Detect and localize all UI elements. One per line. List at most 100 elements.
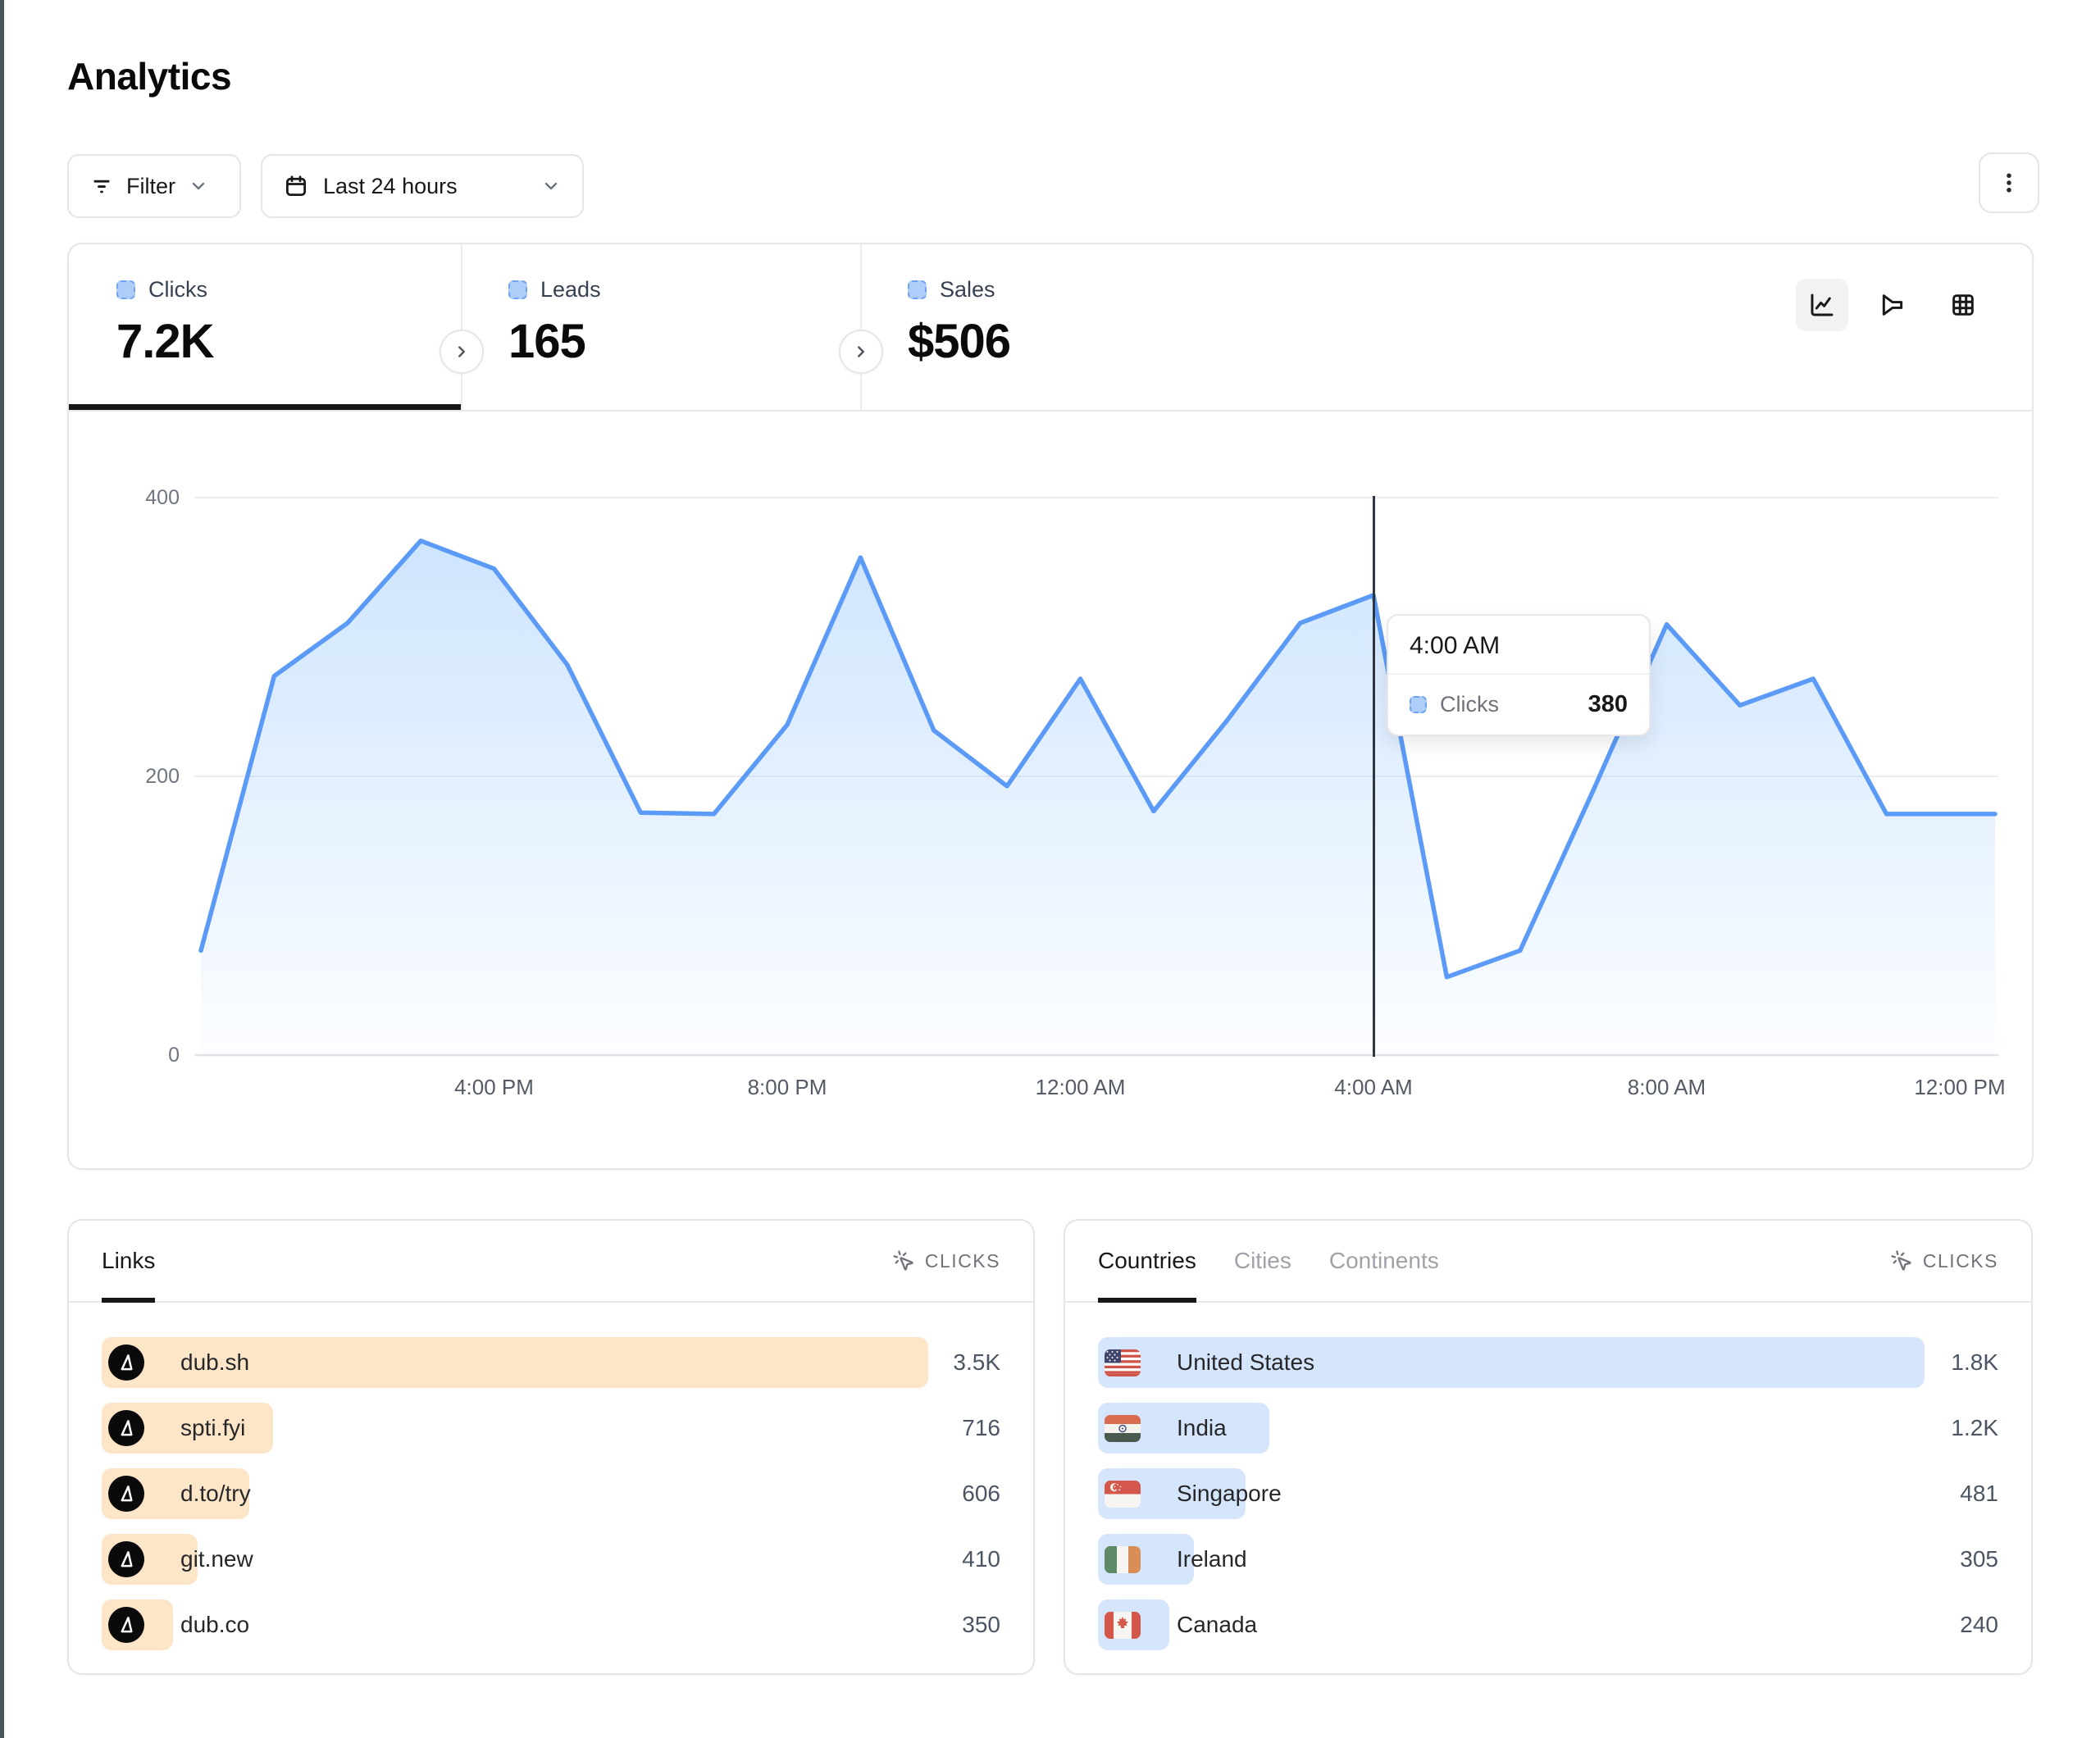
- tab-countries[interactable]: Countries: [1098, 1221, 1196, 1303]
- tab-clicks[interactable]: Clicks 7.2K: [69, 244, 461, 412]
- us-flag-icon: [1105, 1349, 1141, 1376]
- dub-favicon-icon: [108, 1344, 144, 1381]
- table-grid-icon: [1950, 292, 1976, 318]
- metric-label: CLICKS: [924, 1249, 1000, 1272]
- tab-continents[interactable]: Continents: [1329, 1221, 1439, 1301]
- line-chart-toggle-button[interactable]: [1796, 279, 1848, 331]
- links-panel-header: Links CLICKS: [69, 1221, 1033, 1303]
- row-label: dub.sh: [180, 1349, 250, 1375]
- tooltip-value: 380: [1588, 691, 1628, 717]
- link-row[interactable]: dub.co 350: [102, 1599, 1000, 1650]
- stat-divider-chevron-button[interactable]: [440, 330, 484, 374]
- filter-button[interactable]: Filter: [67, 154, 241, 218]
- date-range-label: Last 24 hours: [323, 173, 458, 198]
- country-row[interactable]: Singapore 481: [1098, 1468, 1998, 1519]
- links-metric-header[interactable]: CLICKS: [892, 1221, 1000, 1301]
- more-options-button[interactable]: [1979, 152, 2039, 213]
- stat-value: 7.2K: [116, 315, 215, 368]
- chart-type-switcher: [1796, 279, 1989, 331]
- chevron-down-icon: [189, 176, 208, 196]
- leads-legend-chip: [508, 280, 527, 299]
- sg-flag-icon: [1105, 1480, 1141, 1508]
- stat-divider: [461, 244, 462, 412]
- row-clicks-value: 350: [962, 1612, 1000, 1637]
- ie-flag-icon: [1105, 1545, 1141, 1573]
- row-clicks-value: 240: [1960, 1612, 1998, 1637]
- sales-legend-chip: [908, 280, 927, 299]
- tab-leads[interactable]: Leads 165: [461, 244, 860, 412]
- link-row[interactable]: git.new 410: [102, 1534, 1000, 1585]
- row-bar: [1098, 1337, 1925, 1388]
- dub-favicon-icon: [108, 1607, 144, 1643]
- row-label: Canada: [1177, 1612, 1258, 1637]
- row-label: Ireland: [1177, 1546, 1247, 1572]
- row-clicks-value: 1.2K: [1951, 1415, 1998, 1440]
- link-row[interactable]: dub.sh 3.5K: [102, 1337, 1000, 1388]
- countries-metric-header[interactable]: CLICKS: [1890, 1221, 1998, 1301]
- chevron-right-icon: [852, 343, 870, 361]
- page-title: Analytics: [67, 55, 232, 98]
- metric-label: CLICKS: [1922, 1249, 1998, 1272]
- link-row[interactable]: d.to/try 606: [102, 1468, 1000, 1519]
- dub-favicon-icon: [108, 1476, 144, 1512]
- tab-sales[interactable]: Sales $506: [860, 244, 1270, 412]
- tooltip-time: 4:00 AM: [1388, 616, 1649, 675]
- country-row[interactable]: Ireland 305: [1098, 1534, 1998, 1585]
- date-range-button[interactable]: Last 24 hours: [261, 154, 584, 218]
- cursor-click-icon: [892, 1249, 915, 1272]
- table-grid-toggle-button[interactable]: [1937, 279, 1989, 331]
- stats-tabstrip: Clicks 7.2K Leads 165 Sales $506: [69, 244, 2032, 412]
- kebab-menu-icon: [1997, 171, 2021, 195]
- row-label: d.to/try: [180, 1481, 251, 1506]
- clicks-legend-chip: [1410, 696, 1427, 713]
- x-axis-tick: 12:00 AM: [1035, 1075, 1126, 1099]
- ca-flag-icon: [1105, 1611, 1141, 1639]
- x-axis-tick: 8:00 PM: [747, 1075, 827, 1099]
- row-clicks-value: 410: [962, 1546, 1000, 1572]
- x-axis-tick: 4:00 AM: [1334, 1075, 1413, 1099]
- stat-divider: [860, 244, 862, 412]
- row-clicks-value: 481: [1960, 1481, 1998, 1506]
- dub-favicon-icon: [108, 1410, 144, 1446]
- cursor-click-icon: [1890, 1249, 1913, 1272]
- analytics-card: Clicks 7.2K Leads 165 Sales $506: [67, 243, 2034, 1170]
- active-tab-underline: [69, 404, 461, 410]
- chart-tooltip: 4:00 AM Clicks 380: [1387, 614, 1651, 736]
- y-axis-tick: 0: [168, 1044, 180, 1067]
- stat-value: $506: [908, 315, 1011, 368]
- country-row[interactable]: Canada 240: [1098, 1599, 1998, 1650]
- chevron-right-icon: [453, 343, 471, 361]
- chart-crosshair: [1372, 496, 1375, 1057]
- row-clicks-value: 305: [1960, 1546, 1998, 1572]
- row-label: India: [1177, 1415, 1227, 1440]
- countries-list: United States 1.8K India 1.2K Singapore 481 Ir…: [1098, 1337, 1998, 1665]
- tab-label: Continents: [1328, 1248, 1439, 1273]
- calendar-icon: [284, 174, 308, 198]
- link-row[interactable]: spti.fyi 716: [102, 1403, 1000, 1454]
- row-bar: [102, 1337, 928, 1388]
- row-label: git.new: [180, 1546, 253, 1572]
- funnel-chart-icon: [1879, 292, 1906, 318]
- row-label: United States: [1177, 1349, 1315, 1375]
- line-chart-icon: [1809, 292, 1835, 318]
- stat-label: Clicks: [148, 277, 207, 302]
- stat-value: 165: [508, 315, 586, 368]
- stat-divider-chevron-button[interactable]: [839, 330, 883, 374]
- country-row[interactable]: United States 1.8K: [1098, 1337, 1998, 1388]
- countries-panel: Countries Cities Continents CLICKS United …: [1064, 1219, 2033, 1675]
- x-axis-tick: 12:00 PM: [1914, 1075, 2006, 1099]
- dub-favicon-icon: [108, 1541, 144, 1577]
- links-list: dub.sh 3.5K spti.fyi 716 d.to/try 606 git.new 4…: [102, 1337, 1000, 1665]
- country-row[interactable]: India 1.2K: [1098, 1403, 1998, 1454]
- tab-label: Countries: [1098, 1248, 1196, 1273]
- countries-panel-header: Countries Cities Continents CLICKS: [1065, 1221, 2031, 1303]
- tab-links[interactable]: Links: [102, 1221, 156, 1303]
- y-axis-tick: 400: [145, 486, 180, 509]
- filter-button-label: Filter: [126, 173, 175, 198]
- adjacent-panel-edge: [0, 0, 4, 1738]
- active-tab-underline: [102, 1298, 156, 1303]
- clicks-timeseries-chart[interactable]: 4:00 AM Clicks 380 0 200 400 4:00 PM 8:00 PM…: [145, 486, 2005, 1099]
- row-clicks-value: 606: [962, 1481, 1000, 1506]
- tab-cities[interactable]: Cities: [1234, 1221, 1291, 1301]
- funnel-chart-toggle-button[interactable]: [1866, 279, 1919, 331]
